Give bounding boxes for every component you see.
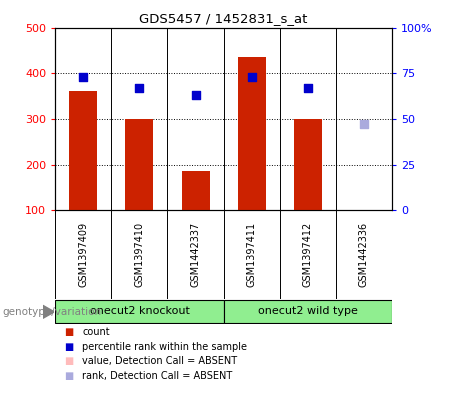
Text: GSM1397411: GSM1397411 (247, 222, 257, 287)
Bar (182, 171, 210, 210)
Title: GDS5457 / 1452831_s_at: GDS5457 / 1452831_s_at (139, 12, 308, 25)
Text: GSM1397409: GSM1397409 (78, 222, 89, 287)
Text: rank, Detection Call = ABSENT: rank, Detection Call = ABSENT (82, 371, 232, 381)
Bar (294, 119, 322, 210)
Point (192, 92, 199, 98)
Text: count: count (82, 327, 110, 337)
Polygon shape (43, 305, 54, 318)
Bar (69, 92, 97, 210)
Point (248, 74, 255, 80)
Bar (237, 57, 266, 210)
Bar (224, 300, 392, 323)
Text: ■: ■ (65, 342, 74, 352)
Text: value, Detection Call = ABSENT: value, Detection Call = ABSENT (82, 356, 237, 366)
Text: ■: ■ (65, 371, 74, 381)
Text: onecut2 wild type: onecut2 wild type (258, 307, 358, 316)
Point (136, 84, 143, 91)
Text: GSM1442337: GSM1442337 (190, 222, 201, 287)
Text: GSM1397412: GSM1397412 (303, 222, 313, 287)
Text: onecut2 knockout: onecut2 knockout (89, 307, 189, 316)
Point (360, 121, 367, 127)
Text: GSM1397410: GSM1397410 (135, 222, 144, 287)
Point (80, 74, 87, 80)
Text: percentile rank within the sample: percentile rank within the sample (82, 342, 247, 352)
Text: ■: ■ (65, 356, 74, 366)
Text: genotype/variation: genotype/variation (2, 307, 101, 317)
Text: ■: ■ (65, 327, 74, 337)
Text: GSM1442336: GSM1442336 (359, 222, 369, 287)
Bar (55, 300, 224, 323)
Point (304, 84, 312, 91)
Bar (125, 119, 154, 210)
